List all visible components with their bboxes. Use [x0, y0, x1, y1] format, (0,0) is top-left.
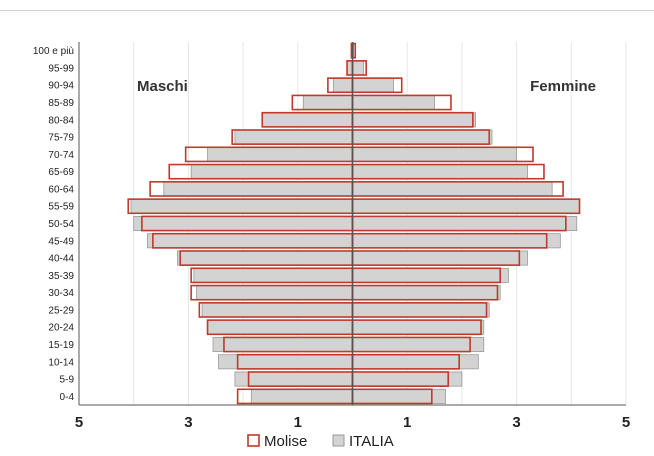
bar-italia-maschi [234, 371, 353, 387]
bar-italia-femmine [352, 146, 518, 162]
y-tick-label: 45-49 [48, 236, 74, 247]
bar-italia-femmine [352, 95, 435, 110]
bar-italia-maschi [332, 77, 353, 93]
bar-italia-femmine [352, 285, 501, 301]
y-tick-label: 5-9 [60, 375, 75, 386]
legend-label-italia: ITALIA [349, 433, 394, 450]
y-tick-label: 40-44 [48, 254, 74, 265]
y-tick-label: 25-29 [48, 305, 74, 316]
y-tick-label: 20-24 [48, 323, 74, 334]
y-tick-label: 90-94 [48, 81, 74, 92]
y-tick-label: 50-54 [48, 219, 74, 230]
y-tick-label: 60-64 [48, 184, 74, 195]
y-tick-label: 30-34 [48, 288, 74, 299]
bar-italia-maschi [130, 198, 353, 214]
bar-italia-maschi [261, 112, 353, 128]
y-tick-label: 85-89 [48, 98, 74, 109]
y-tick-label: 100 e più [33, 46, 74, 57]
bar-italia-maschi [146, 233, 353, 249]
y-tick-label: 10-14 [48, 357, 74, 368]
bar-italia-femmine [352, 250, 528, 266]
bar-italia-maschi [346, 60, 353, 76]
bar-italia-maschi [190, 164, 353, 180]
bar-italia-femmine [352, 302, 490, 318]
bar-italia-maschi [207, 146, 353, 162]
bar-italia-maschi [212, 337, 353, 352]
bar-italia-maschi [133, 216, 353, 231]
y-tick-label: 75-79 [48, 133, 74, 144]
bar-italia-maschi [234, 129, 353, 145]
y-tick-label: 0-4 [60, 392, 75, 403]
bar-italia-femmine [352, 216, 578, 231]
legend-swatch-italia [332, 434, 345, 447]
bar-italia-femmine [352, 371, 463, 387]
bar-italia-femmine [352, 319, 485, 335]
bar-italia-maschi [207, 319, 353, 335]
x-tick-label: 1 [294, 414, 302, 431]
x-tick-label: 5 [75, 414, 83, 431]
bar-italia-femmine [352, 267, 509, 283]
y-tick-label: 65-69 [48, 167, 74, 178]
femmine-label: Femmine [530, 78, 596, 95]
x-tick-label: 1 [403, 414, 411, 431]
bar-italia-maschi [193, 267, 353, 283]
bar-italia-maschi [177, 250, 353, 266]
x-tick-label: 5 [622, 414, 630, 431]
x-tick-label: 3 [184, 414, 192, 431]
bar-italia-femmine [352, 129, 493, 145]
y-tick-label: 15-19 [48, 340, 74, 351]
y-tick-label: 35-39 [48, 271, 74, 282]
bar-italia-femmine [352, 60, 364, 76]
top-divider [0, 10, 654, 11]
bar-italia-maschi [163, 181, 353, 197]
y-tick-label: 70-74 [48, 150, 74, 161]
bar-italia-maschi [201, 302, 353, 318]
bar-italia-maschi [302, 95, 353, 110]
bar-italia-femmine [352, 164, 528, 180]
bar-italia-femmine [352, 233, 561, 249]
legend-label-molise: Molise [264, 433, 307, 450]
legend-swatch-molise [247, 434, 260, 447]
y-tick-label: 80-84 [48, 115, 74, 126]
bar-italia-maschi [196, 285, 353, 301]
bar-italia-femmine [352, 112, 476, 128]
bar-italia-femmine [352, 181, 553, 197]
bar-italia-maschi [218, 354, 353, 370]
bar-italia-femmine [352, 337, 485, 352]
bar-italia-femmine [352, 77, 394, 93]
bar-italia-femmine [352, 198, 580, 214]
x-tick-label: 3 [512, 414, 520, 431]
y-tick-label: 55-59 [48, 202, 74, 213]
y-tick-label: 95-99 [48, 63, 74, 74]
bar-italia-maschi [250, 388, 353, 404]
maschi-label: Maschi [137, 78, 188, 95]
